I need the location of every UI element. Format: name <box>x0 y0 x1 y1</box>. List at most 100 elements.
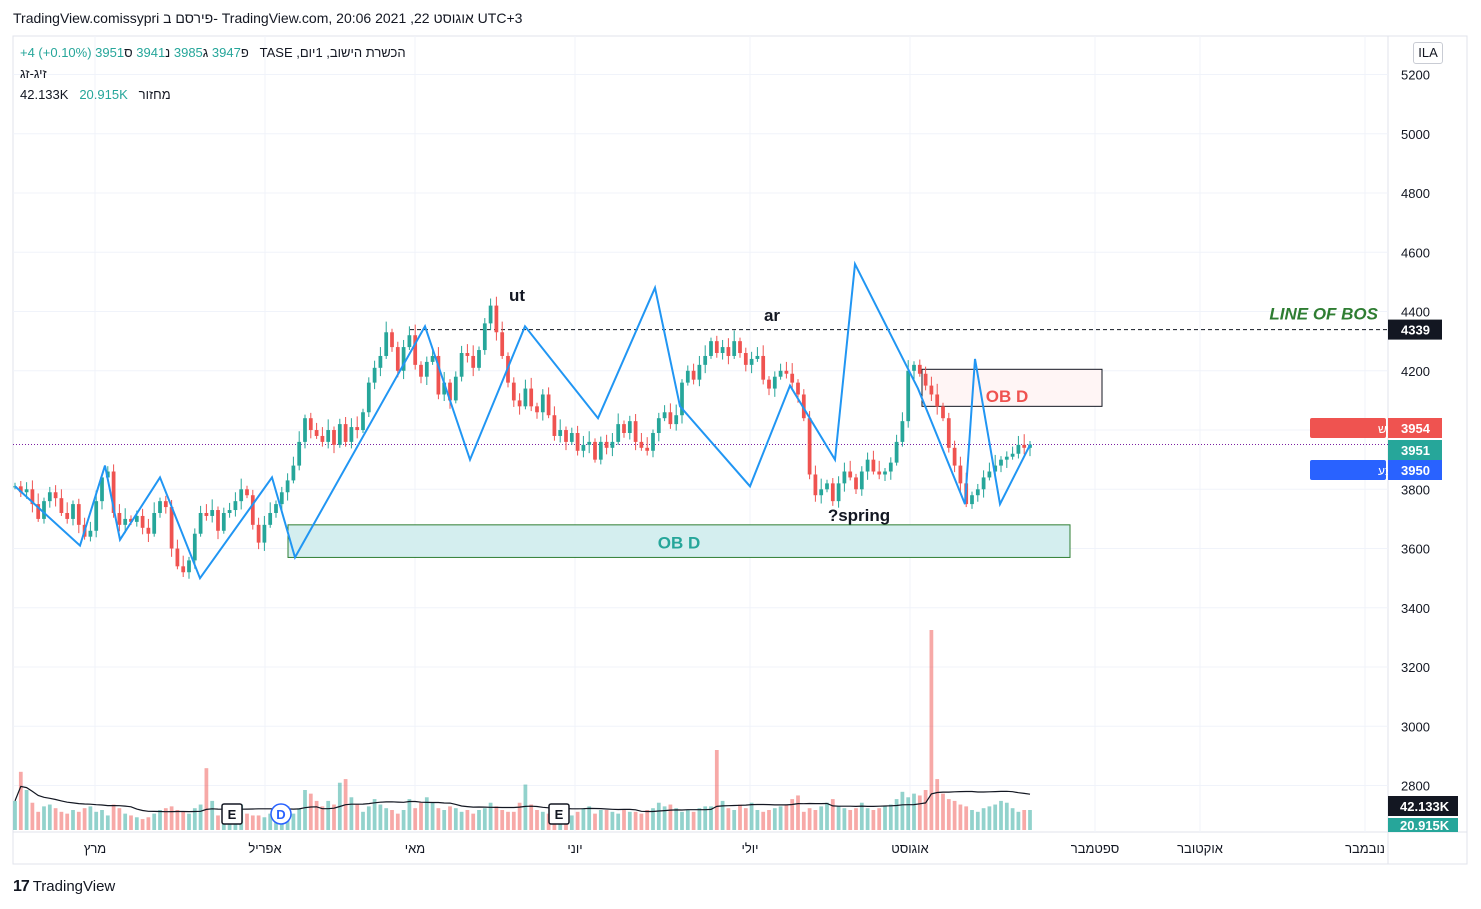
volume-bar <box>372 799 377 830</box>
candle-body <box>53 492 58 499</box>
earnings-marker[interactable] <box>221 803 243 825</box>
volume-bar <box>761 811 766 830</box>
candle-body <box>192 533 197 561</box>
volume-bar <box>494 806 499 830</box>
candle-body <box>784 370 789 374</box>
candle-body <box>361 412 365 431</box>
volume-bar <box>442 810 447 830</box>
volume-bar <box>604 810 609 830</box>
candle-body <box>216 510 220 531</box>
zigzag-line[interactable] <box>14 260 1031 581</box>
volume-bar <box>598 810 603 830</box>
ask-label-tag-bg <box>1310 460 1386 480</box>
candle-body <box>836 483 841 502</box>
candle-body <box>529 388 534 407</box>
volume-bar <box>349 797 354 830</box>
price-tick-label: 3600 <box>1401 542 1430 557</box>
volume-bar <box>859 802 864 830</box>
vol-ma-tag: 42.133K <box>1400 799 1450 814</box>
volume-bar <box>801 811 806 830</box>
volume-bar <box>506 811 510 830</box>
bid-label-tag-bg <box>1310 418 1386 438</box>
dividend-marker[interactable] <box>270 803 292 825</box>
candle-body <box>337 424 342 445</box>
last-price-tag: 3951 <box>1401 443 1430 458</box>
candle-body <box>47 492 52 502</box>
volume-bar <box>297 808 302 830</box>
volume-bar <box>755 810 760 830</box>
candle-body <box>616 424 621 442</box>
candle-body <box>680 382 684 416</box>
event-marker-label: D <box>276 807 285 822</box>
volume-bar <box>987 806 992 830</box>
tradingview-logo-icon: 17 <box>13 878 30 895</box>
volume-bar <box>384 808 389 830</box>
candle-body <box>656 418 661 433</box>
candle-body <box>314 430 319 436</box>
ob-zone-top[interactable] <box>921 368 1103 407</box>
indicator-legend: זיג-זג <box>20 66 47 81</box>
candle-body <box>181 566 186 573</box>
volume-bar <box>291 813 296 830</box>
earnings-marker[interactable] <box>548 803 570 825</box>
time-tick-label: נובמבר <box>1345 841 1385 856</box>
tradingview-logo[interactable]: 17 TradingView <box>13 878 115 896</box>
volume-bar <box>395 813 400 830</box>
candle-body <box>668 412 673 425</box>
candle-body <box>36 504 41 519</box>
candle-body <box>767 379 771 389</box>
candle-body <box>1016 444 1021 454</box>
volume-bar <box>419 802 423 830</box>
candle-body <box>477 350 481 368</box>
time-tick-label: אפריל <box>248 841 281 856</box>
volume-bar <box>807 808 812 830</box>
candle-body <box>158 501 162 513</box>
candle-body <box>685 370 690 383</box>
volume-bar <box>482 808 487 830</box>
volume-bar <box>459 811 464 830</box>
volume-bar <box>477 810 481 830</box>
candle-body <box>279 492 284 505</box>
volume-bar <box>697 808 702 830</box>
volume-bar <box>140 819 145 830</box>
open-label: פ <box>240 45 249 60</box>
volume-bar <box>709 806 713 830</box>
candle-body <box>651 433 655 451</box>
candle-body <box>24 489 29 493</box>
candle-body <box>146 527 151 534</box>
candle-body <box>413 335 418 365</box>
candle-body <box>755 355 760 359</box>
candle-body <box>535 406 539 413</box>
candle-body <box>442 382 447 395</box>
price-tick-label: 3200 <box>1401 660 1430 675</box>
volume-bar <box>175 810 180 830</box>
candle-body <box>65 512 70 519</box>
candle-body <box>604 441 609 448</box>
volume-bar <box>871 810 876 830</box>
candle-body <box>268 512 273 525</box>
candle-body <box>123 518 128 525</box>
volume-bar <box>656 802 661 830</box>
volume-bar <box>848 810 853 830</box>
volume-bar <box>413 808 418 830</box>
volume-bar <box>523 784 528 830</box>
volume-bar <box>529 804 534 830</box>
candle-body <box>598 441 603 460</box>
candle-body <box>187 560 191 573</box>
ob-zone-bottom[interactable] <box>287 524 1071 558</box>
candle-body <box>1022 444 1027 448</box>
volume-bar <box>842 808 847 830</box>
candle-body <box>558 430 563 436</box>
candle-body <box>720 347 725 354</box>
candle-body <box>587 441 592 445</box>
volume-bar <box>993 804 998 830</box>
volume-bar <box>796 795 800 830</box>
candle-body <box>552 415 557 436</box>
candle-body <box>830 483 835 502</box>
candle-body <box>245 489 249 496</box>
volume-bar <box>303 790 307 830</box>
currency-button[interactable]: ILA <box>1413 42 1443 64</box>
volume-bar <box>453 808 458 830</box>
volume-bar <box>366 806 371 830</box>
